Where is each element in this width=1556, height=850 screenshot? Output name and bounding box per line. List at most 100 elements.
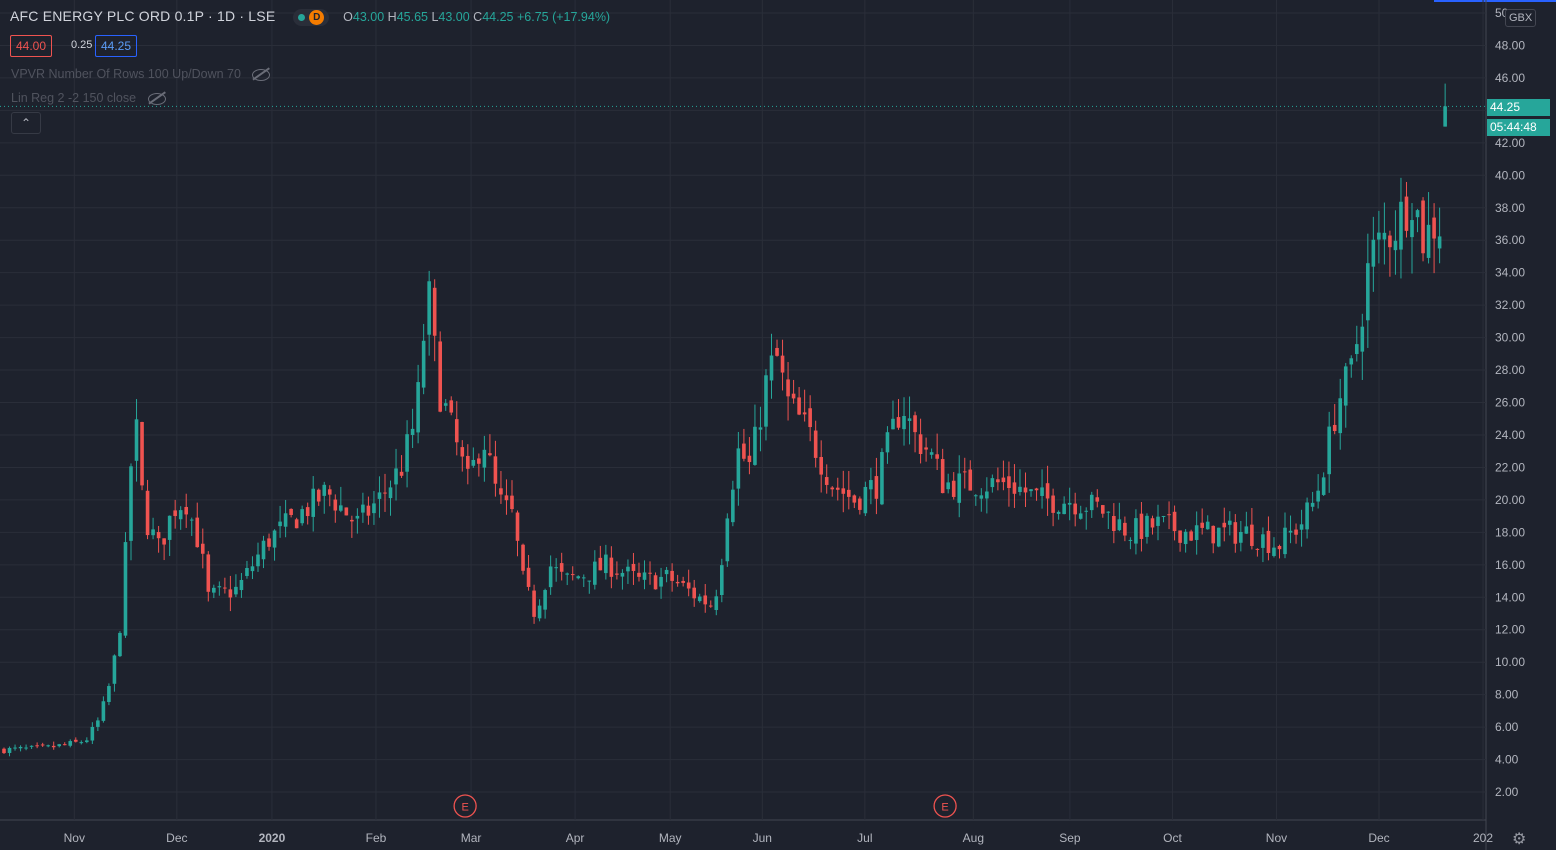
candle xyxy=(996,467,1000,491)
candle xyxy=(869,467,873,505)
candle-body xyxy=(913,415,917,433)
candle xyxy=(598,545,603,571)
candle xyxy=(504,479,509,515)
candle-body xyxy=(1382,232,1387,240)
market-status[interactable]: D xyxy=(293,8,330,26)
candle-body xyxy=(245,567,249,576)
candle-body xyxy=(416,382,420,433)
candle xyxy=(366,496,371,525)
candle xyxy=(145,479,150,540)
candle-body xyxy=(1073,503,1077,515)
candle-body xyxy=(272,530,277,548)
candle xyxy=(554,558,558,582)
candle xyxy=(466,444,470,485)
candle xyxy=(162,538,166,561)
candle xyxy=(189,517,194,536)
candle-body xyxy=(891,418,895,430)
candle-body xyxy=(267,538,271,547)
candle xyxy=(85,737,89,744)
candle-body xyxy=(294,519,299,529)
candle-body xyxy=(40,744,45,746)
candle-body xyxy=(990,478,995,488)
candle xyxy=(973,494,978,506)
indicator-vpvr-label: VPVR Number Of Rows 100 Up/Down 70 xyxy=(11,67,241,81)
candle-body xyxy=(1051,495,1055,513)
symbol-title[interactable]: AFC ENERGY PLC ORD 0.1P · 1D · LSE xyxy=(10,8,276,24)
candle xyxy=(118,631,122,658)
candle-body xyxy=(101,701,106,721)
hidden-eye-icon[interactable] xyxy=(252,68,271,81)
candle xyxy=(267,533,271,551)
candle xyxy=(697,593,702,603)
candle-body xyxy=(140,421,144,486)
y-tick-label: 4.00 xyxy=(1495,753,1519,767)
candle-body xyxy=(18,746,23,749)
indicator-linreg[interactable]: Lin Reg 2 -2 150 close xyxy=(11,91,166,105)
candle xyxy=(178,506,183,530)
candle-body xyxy=(565,573,570,575)
ask-price-box[interactable]: 44.25 xyxy=(95,35,138,57)
candle xyxy=(1145,513,1149,544)
candle-body xyxy=(973,495,978,497)
delayed-badge: D xyxy=(309,9,325,25)
candle-body xyxy=(1139,513,1144,539)
candle-body xyxy=(1095,497,1100,502)
candle xyxy=(394,448,398,501)
candle xyxy=(499,471,503,504)
x-tick-label: Jun xyxy=(753,831,772,845)
candle-body xyxy=(96,720,100,727)
candle xyxy=(609,546,614,589)
currency-label[interactable]: GBX xyxy=(1505,9,1537,27)
candle xyxy=(250,556,255,580)
candle-body xyxy=(145,490,150,536)
bid-price-box[interactable]: 44.00 xyxy=(10,35,53,57)
candle xyxy=(1343,362,1348,428)
candle xyxy=(1283,512,1287,559)
candle xyxy=(631,552,636,585)
candle-body xyxy=(1183,531,1188,545)
indicator-vpvr[interactable]: VPVR Number Of Rows 100 Up/Down 70 xyxy=(11,67,271,81)
gear-icon[interactable]: ⚙ xyxy=(1512,831,1527,848)
candle-body xyxy=(383,492,387,494)
candle-body xyxy=(504,495,509,501)
candle-body xyxy=(1426,224,1431,258)
candle-body xyxy=(808,408,812,428)
candle-body xyxy=(322,484,327,496)
collapse-legend-button[interactable]: ⌃ xyxy=(11,112,41,134)
candle-body xyxy=(863,486,868,514)
candle-body xyxy=(537,605,542,619)
hidden-eye-icon[interactable] xyxy=(147,92,166,105)
candle-body xyxy=(681,580,685,583)
candle xyxy=(460,440,465,472)
candle-body xyxy=(929,452,934,455)
candle-body xyxy=(2,748,6,754)
candle-body xyxy=(1034,488,1039,491)
candle-body xyxy=(129,466,133,541)
candle-body xyxy=(7,747,12,753)
candle-body xyxy=(1062,503,1066,515)
candle-body xyxy=(653,575,658,590)
candle-body xyxy=(1194,525,1199,540)
candle xyxy=(223,577,227,594)
x-tick-label: Nov xyxy=(1266,831,1287,845)
candle xyxy=(576,575,581,580)
candle xyxy=(1112,503,1116,544)
candle xyxy=(1222,507,1227,542)
candle-body xyxy=(438,341,443,412)
candle xyxy=(1089,491,1094,518)
candle-body xyxy=(178,510,183,520)
candle xyxy=(830,486,835,497)
candle xyxy=(1211,525,1216,554)
candle-body xyxy=(940,459,945,494)
candle-body xyxy=(1349,358,1354,365)
candle xyxy=(51,741,56,750)
candle-body xyxy=(1161,515,1166,517)
candle-body xyxy=(256,554,260,567)
candle-body xyxy=(1316,490,1320,502)
candle-body xyxy=(1018,486,1022,493)
time-axis: Nov Dec 2020 Feb Mar Apr May Jun Jul Aug Sep Oct Nov… xyxy=(64,831,1494,845)
candle xyxy=(1327,411,1331,493)
candle xyxy=(703,584,708,613)
candle-body xyxy=(189,519,194,521)
